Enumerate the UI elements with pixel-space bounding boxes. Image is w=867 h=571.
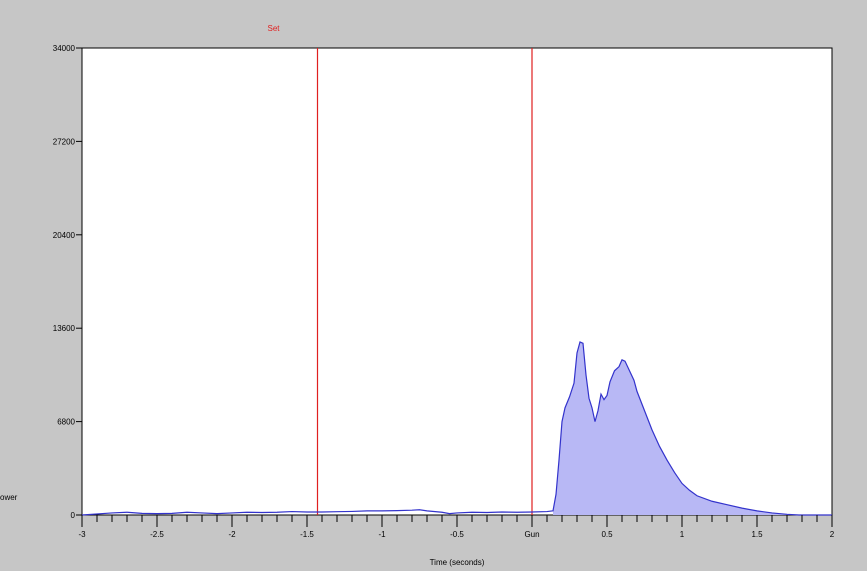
y-tick-label: 6800 xyxy=(57,418,75,427)
y-tick-label: 27200 xyxy=(53,137,76,146)
x-tick-label: Gun xyxy=(524,530,539,539)
x-tick-label: -2.5 xyxy=(150,530,164,539)
marker-layer: Set xyxy=(267,24,533,515)
x-axis: -3 -2.5 -2 -1.5 -1 -0.5 Gun 0.5 1 1.5 2 xyxy=(78,515,835,539)
y-axis-title: ower xyxy=(0,493,18,502)
x-axis-title: Time (seconds) xyxy=(430,558,485,567)
x-tick-label: 0.5 xyxy=(601,530,613,539)
x-tick-label: 2 xyxy=(830,530,835,539)
x-tick-label: 1.5 xyxy=(751,530,763,539)
x-tick-label: -0.5 xyxy=(450,530,464,539)
series-line xyxy=(81,341,832,516)
series-area xyxy=(553,341,832,515)
x-tick-label: 1 xyxy=(680,530,685,539)
y-axis: 0 6800 13600 20400 27200 34000 xyxy=(53,44,82,520)
y-tick-label: 20400 xyxy=(53,231,76,240)
plot-area xyxy=(81,47,833,516)
y-tick-label: 13600 xyxy=(53,324,76,333)
y-tick-label: 0 xyxy=(71,511,76,520)
y-tick-label: 34000 xyxy=(53,44,76,53)
x-tick-label: -1 xyxy=(378,530,386,539)
series-layer xyxy=(81,341,832,516)
x-tick-label: -3 xyxy=(78,530,86,539)
x-tick-label: -2 xyxy=(228,530,236,539)
x-tick-label: -1.5 xyxy=(300,530,314,539)
marker-label: Set xyxy=(267,24,280,33)
